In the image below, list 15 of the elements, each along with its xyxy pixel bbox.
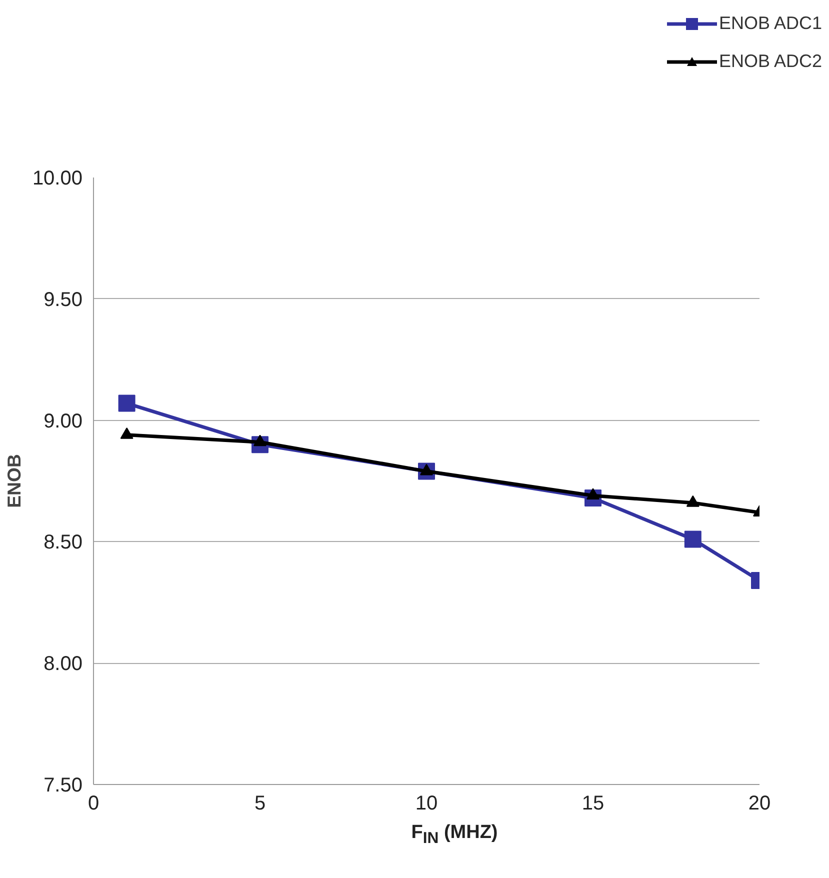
y-tick-label: 9.00 bbox=[44, 410, 83, 432]
x-tick-label: 0 bbox=[88, 792, 100, 814]
x-tick-label: 20 bbox=[748, 792, 771, 814]
y-tick-label: 8.50 bbox=[44, 532, 83, 554]
legend-label: ENOB ADC2 bbox=[718, 50, 822, 71]
legend-label: ENOB ADC1 bbox=[718, 13, 822, 33]
x-axis-title: F$_{IN}$ (MHZ) bbox=[411, 821, 498, 849]
x-tick-label: 15 bbox=[582, 792, 604, 814]
x-tick-label: 10 bbox=[415, 792, 438, 814]
y-tick-label: 8.00 bbox=[44, 653, 83, 676]
y-tick-label: 10.00 bbox=[32, 168, 83, 190]
x-tick-label: 5 bbox=[254, 792, 266, 814]
y-tick-label: 9.50 bbox=[44, 288, 83, 311]
y-tick-label: 7.50 bbox=[44, 774, 83, 796]
y-axis-title: ENOB bbox=[3, 454, 24, 508]
